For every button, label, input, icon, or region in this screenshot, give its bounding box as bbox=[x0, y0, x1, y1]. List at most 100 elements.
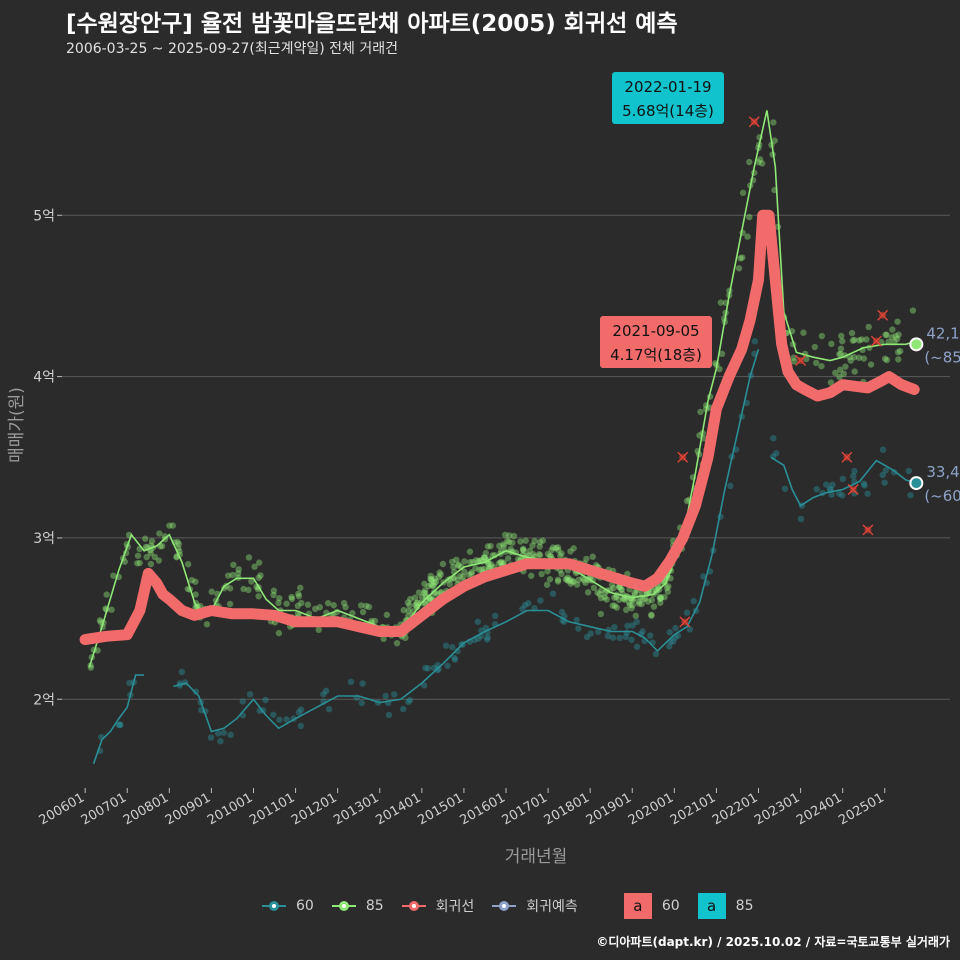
scatter-point-85 bbox=[544, 550, 552, 558]
scatter-point-85 bbox=[431, 579, 438, 586]
scatter-point-60 bbox=[246, 691, 254, 698]
scatter-point-60 bbox=[751, 338, 759, 345]
scatter-point-85 bbox=[461, 558, 468, 565]
credit-text: ©디아파트(dapt.kr) / 2025.10.02 / 자료=국토교통부 실… bbox=[596, 935, 950, 949]
scatter-point-85 bbox=[840, 370, 847, 377]
scatter-point-85 bbox=[275, 629, 283, 637]
scatter-point-85 bbox=[597, 594, 605, 602]
scatter-point-85 bbox=[506, 532, 513, 539]
scatter-point-85 bbox=[500, 541, 507, 548]
scatter-point-85 bbox=[298, 599, 305, 607]
scatter-point-60 bbox=[537, 597, 544, 604]
scatter-point-85 bbox=[883, 331, 890, 339]
scatter-point-85 bbox=[554, 576, 562, 583]
scatter-point-85 bbox=[735, 265, 743, 272]
scatter-point-60 bbox=[629, 622, 636, 629]
scatter-point-60 bbox=[117, 721, 124, 728]
end-label-value-85: 42,164 bbox=[926, 324, 960, 342]
scatter-point-60 bbox=[385, 711, 393, 719]
scatter-point-85 bbox=[405, 612, 412, 619]
scatter-point-60 bbox=[773, 450, 780, 457]
legend-box-85: a bbox=[697, 893, 726, 919]
x-tick-label: 201701 bbox=[500, 790, 550, 828]
outlier-cross bbox=[841, 451, 853, 463]
scatter-point-85 bbox=[812, 359, 820, 367]
scatter-point-85 bbox=[570, 578, 577, 585]
scatter-point-85 bbox=[371, 617, 379, 625]
scatter-point-85 bbox=[405, 607, 412, 615]
scatter-point-85 bbox=[635, 600, 643, 607]
scatter-point-85 bbox=[316, 604, 324, 611]
scatter-point-85 bbox=[851, 354, 858, 361]
scatter-point-85 bbox=[555, 546, 562, 554]
scatter-point-60 bbox=[686, 626, 694, 633]
annotation-date: 2022-01-19 bbox=[624, 78, 711, 96]
scatter-point-85 bbox=[657, 595, 664, 602]
scatter-point-85 bbox=[428, 577, 436, 584]
scatter-point-85 bbox=[174, 538, 181, 546]
scatter-point-60 bbox=[690, 597, 697, 605]
scatter-point-85 bbox=[295, 593, 303, 600]
scatter-point-85 bbox=[811, 343, 819, 351]
scatter-point-85 bbox=[562, 576, 570, 583]
scatter-point-60 bbox=[781, 485, 789, 492]
scatter-point-85 bbox=[469, 558, 477, 566]
scatter-point-85 bbox=[466, 548, 474, 555]
chart-subtitle: 2006-03-25 ~ 2025-09-27(최근계약일) 전체 거래건 bbox=[66, 41, 398, 57]
scatter-point-85 bbox=[151, 553, 158, 561]
scatter-point-85 bbox=[839, 338, 846, 345]
scatter-point-85 bbox=[224, 572, 232, 579]
scatter-point-85 bbox=[744, 233, 751, 240]
scatter-point-60 bbox=[116, 721, 124, 729]
scatter-point-60 bbox=[594, 628, 602, 635]
scatter-point-60 bbox=[297, 722, 304, 730]
scatter-point-60 bbox=[860, 480, 868, 487]
y-axis-label: 매매가(원) bbox=[7, 387, 27, 463]
scatter-point-60 bbox=[276, 716, 283, 724]
scatter-point-85 bbox=[622, 606, 630, 614]
scatter-point-85 bbox=[603, 596, 610, 603]
legend-item-prediction[interactable]: 회귀예측 bbox=[492, 896, 578, 916]
end-label-value-60: 33,429 bbox=[926, 463, 960, 481]
legend-item-60[interactable]: 60 bbox=[262, 898, 314, 914]
scatter-point-60 bbox=[491, 612, 499, 620]
x-tick-label: 201101 bbox=[247, 790, 297, 828]
scatter-point-85 bbox=[418, 594, 426, 601]
scatter-point-85 bbox=[632, 612, 639, 620]
x-tick-label: 201401 bbox=[373, 790, 423, 828]
scatter-point-60 bbox=[851, 467, 858, 475]
scatter-point-85 bbox=[500, 559, 507, 566]
scatter-point-85 bbox=[648, 611, 655, 618]
scatter-point-60 bbox=[320, 690, 327, 698]
x-tick-label: 201201 bbox=[289, 790, 339, 828]
scatter-point-85 bbox=[828, 340, 835, 348]
scatter-point-85 bbox=[497, 559, 504, 566]
scatter-point-85 bbox=[192, 578, 199, 585]
scatter-point-85 bbox=[295, 590, 302, 597]
scatter-point-85 bbox=[454, 576, 462, 584]
scatter-point-85 bbox=[552, 544, 560, 552]
legend-item-regression[interactable]: 회귀선 bbox=[401, 896, 474, 916]
scatter-point-85 bbox=[895, 331, 902, 338]
scatter-point-85 bbox=[454, 562, 462, 569]
scatter-point-85 bbox=[413, 603, 421, 611]
scatter-point-85 bbox=[505, 538, 513, 546]
scatter-point-85 bbox=[818, 332, 826, 340]
scatter-point-85 bbox=[836, 351, 843, 358]
end-point-85 bbox=[909, 337, 924, 352]
scatter-point-85 bbox=[549, 544, 557, 551]
scatter-point-85 bbox=[235, 566, 242, 573]
scatter-point-85 bbox=[539, 537, 547, 544]
scatter-point-85 bbox=[601, 594, 608, 601]
scatter-point-85 bbox=[648, 596, 656, 604]
scatter-point-60 bbox=[207, 734, 215, 741]
scatter-point-85 bbox=[478, 566, 485, 573]
scatter-point-60 bbox=[616, 634, 623, 642]
scatter-point-85 bbox=[465, 571, 473, 579]
scatter-point-85 bbox=[425, 582, 432, 590]
scatter-point-60 bbox=[525, 600, 532, 607]
scatter-point-85 bbox=[716, 365, 723, 373]
legend-item-85[interactable]: 85 bbox=[331, 898, 384, 914]
scatter-point-85 bbox=[851, 336, 858, 344]
